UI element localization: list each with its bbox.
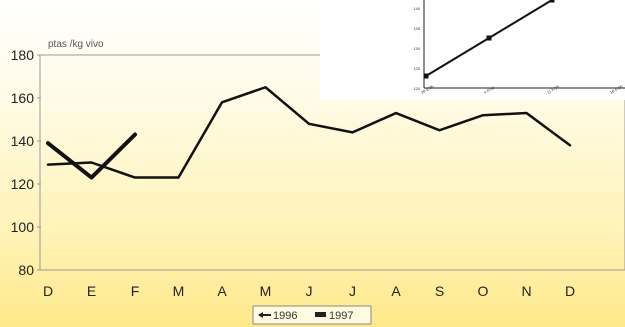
x-tick-label: A xyxy=(391,283,401,299)
x-tick-label: A xyxy=(217,283,227,299)
x-tick-label: F xyxy=(131,283,140,299)
x-tick-label: M xyxy=(260,283,272,299)
series-lines xyxy=(46,86,572,180)
inset-x-tick-label: 11 F/96 xyxy=(546,84,561,95)
inset-y-tick-label: 130 xyxy=(413,46,420,51)
legend: 1996 1997 xyxy=(252,305,372,325)
inset-series-line xyxy=(423,0,555,79)
y-tick-label: 80 xyxy=(18,262,34,278)
inset-chart: 120 125 130 135 140 28 E/96 4 F/96 11 F/96 18 F… xyxy=(320,0,625,100)
inset-x-ticks: 28 E/96 4 F/96 11 F/96 18 F/96 xyxy=(420,83,624,95)
x-tick-label: J xyxy=(349,283,356,299)
inset-x-tick-label: 18 F/96 xyxy=(609,83,624,95)
inset-y-tick-label: 120 xyxy=(413,86,420,91)
y-axis-ticks: 80 100 120 140 160 180 xyxy=(11,47,41,278)
legend-1996-marker xyxy=(258,312,263,318)
x-tick-label: N xyxy=(521,283,531,299)
series-line-1996 xyxy=(46,86,572,179)
legend-1997-swatch xyxy=(315,312,326,317)
x-tick-label: O xyxy=(478,283,489,299)
legend-1997-label: 1997 xyxy=(329,310,353,322)
x-tick-label: J xyxy=(306,283,313,299)
y-tick-label: 140 xyxy=(11,133,35,149)
inset-y-tick-label: 125 xyxy=(413,66,420,71)
y-tick-label: 160 xyxy=(11,90,35,106)
inset-point xyxy=(423,73,429,79)
inset-x-tick-label: 4 F/96 xyxy=(483,84,496,94)
inset-y-tick-label: 135 xyxy=(413,26,420,31)
inset-y-ticks: 120 125 130 135 140 xyxy=(413,0,625,91)
inset-point xyxy=(486,35,492,41)
legend-1996-label: 1996 xyxy=(273,310,297,322)
y-tick-label: 100 xyxy=(11,219,35,235)
legend-box xyxy=(252,305,372,325)
y-axis-unit-label: ptas /kg vivo xyxy=(48,39,104,50)
x-tick-label: M xyxy=(173,283,185,299)
x-tick-label: D xyxy=(43,283,53,299)
series-line-1997 xyxy=(46,132,137,180)
y-tick-label: 180 xyxy=(11,47,35,63)
x-tick-label: S xyxy=(435,283,444,299)
inset-x-tick-label: 28 E/96 xyxy=(420,83,435,95)
inset-y-tick-label: 140 xyxy=(413,6,420,11)
x-tick-label: D xyxy=(565,283,575,299)
x-tick-label: E xyxy=(87,283,96,299)
inset-background xyxy=(320,0,625,100)
y-tick-label: 120 xyxy=(11,176,35,192)
inset-point xyxy=(549,0,555,3)
